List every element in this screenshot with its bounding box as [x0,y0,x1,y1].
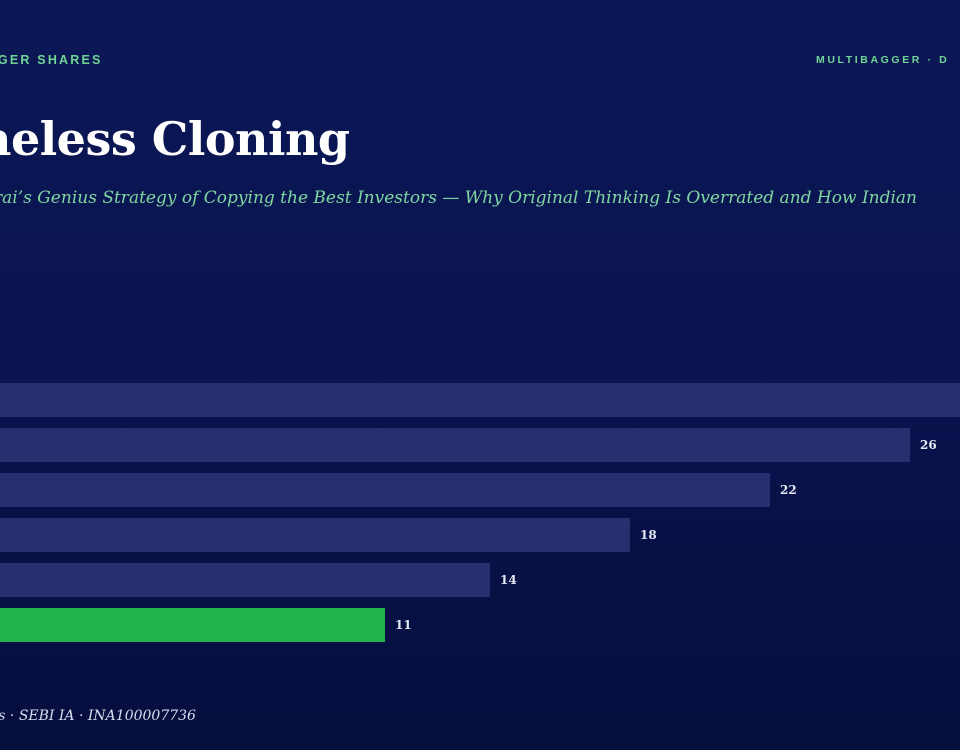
bar-value-label: 18 [640,528,657,542]
bar-3 [0,518,630,552]
brand-label: GGER SHARES [0,53,103,67]
bar-value-label: 26 [920,438,937,452]
page-title: neless Cloning [0,112,350,166]
page-subtitle: rai’s Genius Strategy of Copying the Bes… [0,188,918,208]
bar-4 [0,563,490,597]
bar-value-label: 14 [500,573,517,587]
bar-chart: 26 22 18 14 11 [0,383,960,642]
bar-1 [0,428,910,462]
bar-value-label: 11 [395,618,412,632]
footer-disclaimer: es · SEBI IA · INA100007736 [0,708,196,724]
breadcrumb: MULTIBAGGER · D [816,54,950,66]
bar-5 [0,608,385,642]
bar-value-label: 22 [780,483,797,497]
bar-0 [0,383,960,417]
bar-2 [0,473,770,507]
